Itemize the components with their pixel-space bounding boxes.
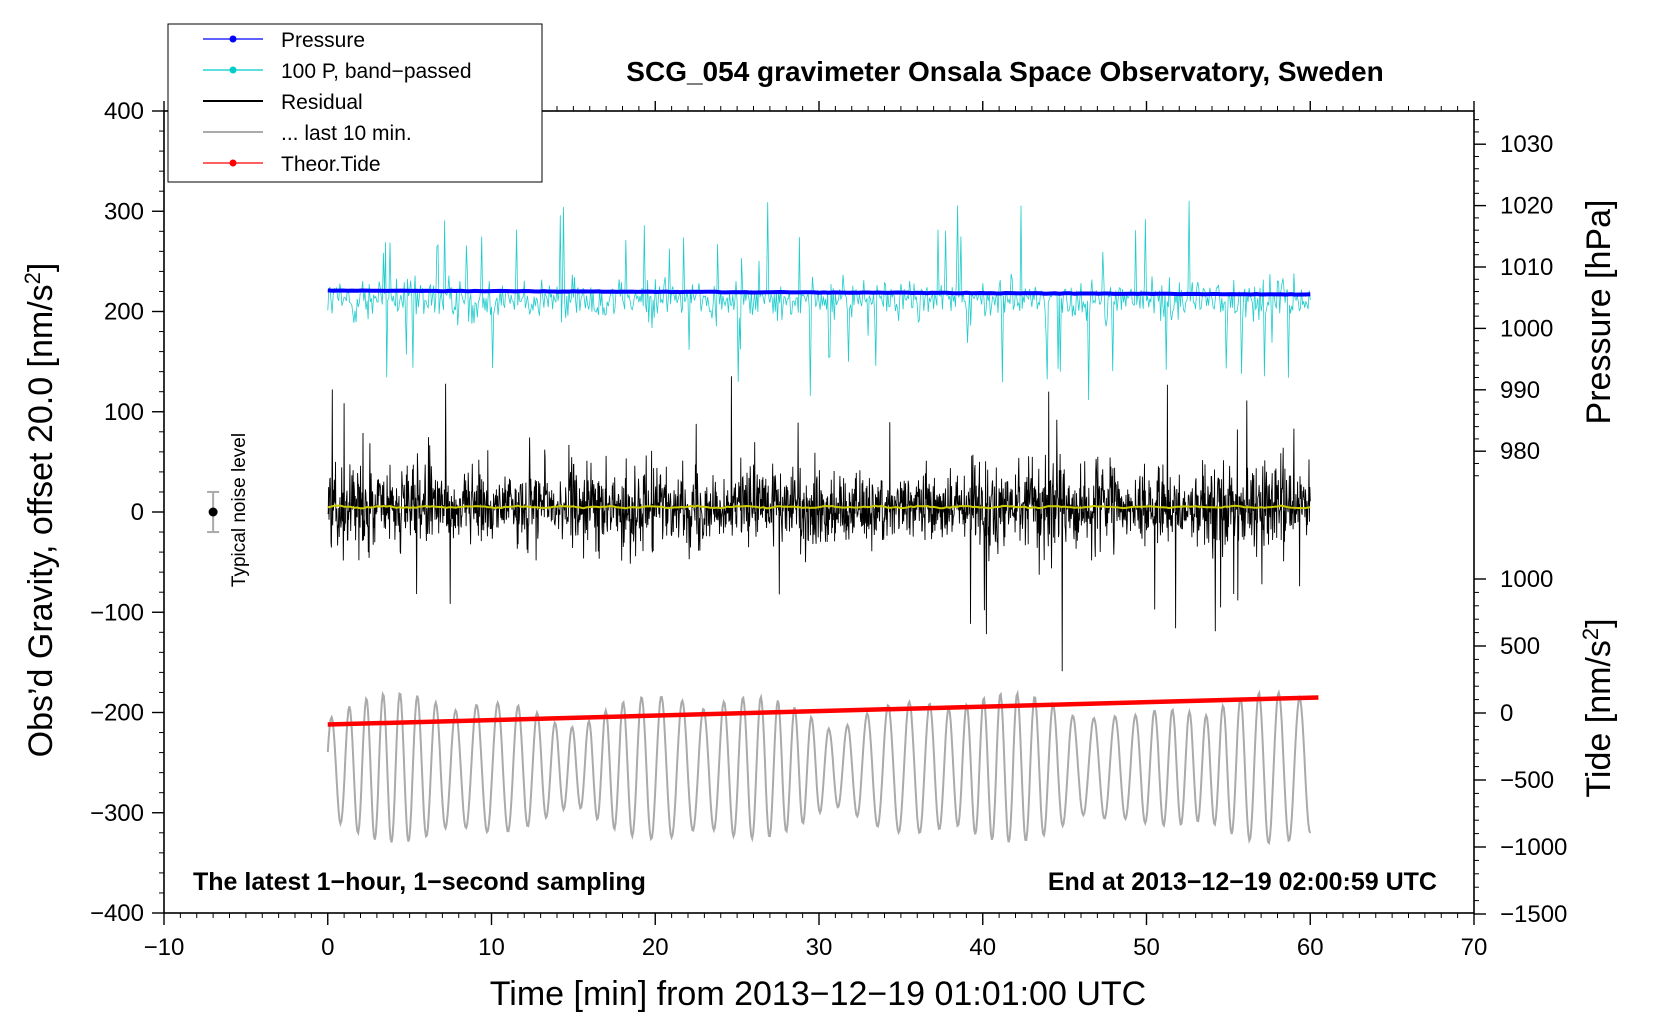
legend: Pressure 100 P, band−passed Residual ...… xyxy=(167,23,543,183)
x-tick-label: 30 xyxy=(806,934,833,961)
legend-label-residual: Residual xyxy=(281,91,363,114)
legend-label-last10: ... last 10 min. xyxy=(281,122,412,145)
series-residual-smoothed xyxy=(327,504,1311,510)
legend-label-bandpassed: 100 P, band−passed xyxy=(281,60,472,83)
pressure-tick-label: 1000 xyxy=(1500,315,1553,342)
tide-axis-label-sup: 2 xyxy=(1578,628,1603,640)
x-tick-label: 0 xyxy=(321,934,334,961)
chart-title: SCG_054 gravimeter Onsala Space Observat… xyxy=(626,56,1383,87)
x-tick-label: 60 xyxy=(1297,934,1324,961)
tide-tick-label: −1000 xyxy=(1500,834,1567,861)
series-last-10-min xyxy=(326,689,1312,845)
tide-axis-label: Tide [nm/s2] xyxy=(1578,618,1618,797)
y-tick-label: 300 xyxy=(104,198,144,225)
tide-tick-label: 500 xyxy=(1500,633,1540,660)
sampling-annotation: The latest 1−hour, 1−second sampling xyxy=(193,868,646,896)
axes: −10 0 10 20 30 40 50 60 704003002001000−100−200−… xyxy=(90,98,1567,961)
pressure-axis-label: Pressure [hPa] xyxy=(1580,200,1618,425)
end-time-annotation: End at 2013−12−19 02:00:59 UTC xyxy=(1048,868,1437,896)
y-tick-label: 400 xyxy=(104,98,144,125)
y-tick-label: 200 xyxy=(104,299,144,326)
series-pressure xyxy=(327,288,1311,297)
data-series xyxy=(207,200,1319,845)
x-tick-label: 50 xyxy=(1133,934,1160,961)
x-tick-label: 40 xyxy=(969,934,996,961)
y-tick-label: −100 xyxy=(90,599,144,626)
x-tick-label: 10 xyxy=(478,934,505,961)
y-tick-label: −400 xyxy=(90,900,144,927)
legend-dot-tide xyxy=(229,159,237,167)
series-bandpassed-pressure xyxy=(327,200,1311,401)
pressure-tick-label: 1030 xyxy=(1500,131,1553,158)
y-axis-label-left-sup: 2 xyxy=(20,272,45,284)
y-tick-label: 0 xyxy=(131,499,144,526)
tide-axis-label-main: Tide [nm/s xyxy=(1580,640,1618,797)
legend-label-pressure: Pressure xyxy=(281,29,365,52)
pressure-tick-label: 990 xyxy=(1500,377,1540,404)
tide-tick-label: −500 xyxy=(1500,767,1554,794)
legend-label-tide: Theor.Tide xyxy=(281,153,381,176)
tide-tick-label: 0 xyxy=(1500,700,1513,727)
y-axis-label-left: Obs’d Gravity, offset 20.0 [nm/s2] xyxy=(20,263,60,758)
tide-tick-label: 1000 xyxy=(1500,566,1553,593)
series-theoretical-tide xyxy=(327,695,1319,727)
y-axis-label-left-main: Obs’d Gravity, offset 20.0 [nm/s xyxy=(22,284,60,757)
pressure-tick-label: 1010 xyxy=(1500,254,1553,281)
y-axis-label-left-close: ] xyxy=(22,263,60,272)
x-tick-label: −10 xyxy=(144,934,185,961)
legend-dot-pressure xyxy=(229,35,237,43)
noise-level-label: Typical noise level xyxy=(229,433,250,587)
pressure-tick-label: 980 xyxy=(1500,438,1540,465)
legend-box xyxy=(167,23,543,183)
noise-level-dot xyxy=(208,507,218,517)
y-tick-label: 100 xyxy=(104,399,144,426)
x-axis-label: Time [min] from 2013−12−19 01:01:00 UTC xyxy=(490,975,1146,1013)
y-tick-label: −300 xyxy=(90,800,144,827)
tide-axis-label-close: ] xyxy=(1580,618,1618,627)
x-tick-label: 20 xyxy=(642,934,669,961)
tide-tick-label: −1500 xyxy=(1500,901,1567,928)
pressure-tick-label: 1020 xyxy=(1500,193,1553,220)
y-tick-label: −200 xyxy=(90,700,144,727)
legend-dot-bandpassed xyxy=(229,66,237,74)
series-residual xyxy=(327,376,1311,672)
x-tick-label: 70 xyxy=(1461,934,1488,961)
